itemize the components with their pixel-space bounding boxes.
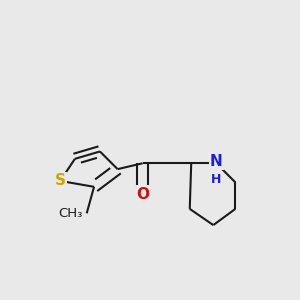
Text: H: H bbox=[211, 173, 221, 186]
Text: CH₃: CH₃ bbox=[58, 207, 82, 220]
Text: N: N bbox=[210, 154, 223, 169]
Text: O: O bbox=[136, 187, 149, 202]
Text: S: S bbox=[55, 173, 66, 188]
